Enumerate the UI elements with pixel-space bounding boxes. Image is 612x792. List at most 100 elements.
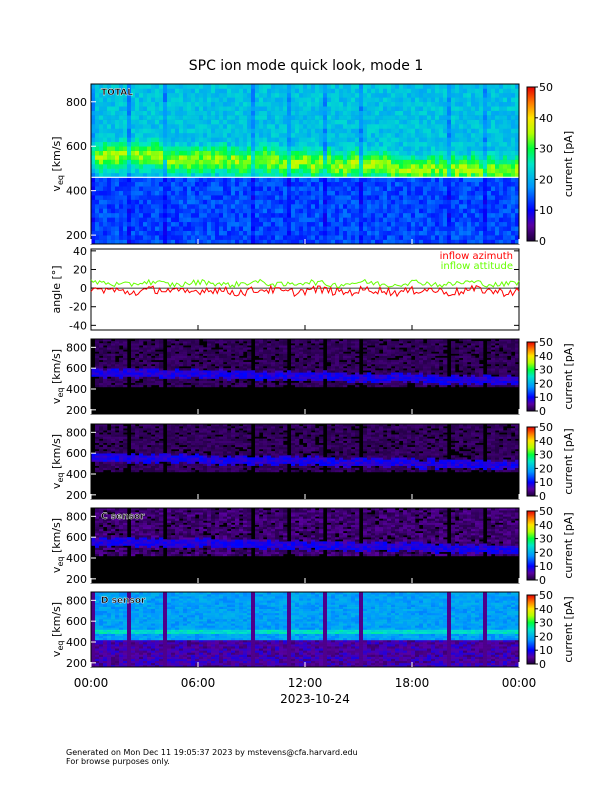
- heatmap-cell: [167, 159, 172, 165]
- heatmap-cell: [267, 357, 272, 361]
- heatmap-cell: [403, 199, 408, 205]
- heatmap-cell: [363, 204, 368, 209]
- heatmap-cell: [323, 235, 328, 240]
- heatmap-cell: [247, 128, 252, 134]
- heatmap-cell: [159, 235, 164, 240]
- heatmap-cell: [215, 208, 220, 214]
- heatmap-cell: [107, 172, 112, 178]
- heatmap-cell: [167, 208, 172, 214]
- heatmap-cell: [419, 124, 424, 129]
- heatmap-cell: [103, 150, 108, 156]
- heatmap-cell: [131, 195, 136, 200]
- heatmap-cell: [247, 150, 252, 156]
- heatmap-cell: [451, 128, 456, 134]
- heatmap-cell: [415, 212, 420, 218]
- heatmap-cell: [207, 106, 212, 111]
- heatmap-cell: [339, 141, 344, 147]
- heatmap-cell: [291, 217, 296, 223]
- heatmap-cell: [259, 101, 264, 107]
- heatmap-cell: [311, 132, 316, 138]
- heatmap-cell: [463, 97, 468, 103]
- heatmap-cell: [127, 150, 132, 156]
- heatmap-cell: [147, 368, 152, 371]
- heatmap-cell: [219, 195, 224, 200]
- heatmap-cell: [147, 378, 152, 381]
- heatmap-cell: [431, 164, 436, 169]
- heatmap-cell: [167, 204, 172, 209]
- heatmap-cell: [131, 168, 136, 174]
- heatmap-cell: [235, 357, 240, 361]
- heatmap-cell: [319, 97, 324, 103]
- heatmap-cell: [275, 351, 280, 354]
- heatmap-cell: [179, 339, 184, 342]
- heatmap-cell: [339, 177, 344, 183]
- heatmap-cell: [195, 239, 200, 245]
- heatmap-cell: [403, 146, 408, 151]
- heatmap-cell: [335, 235, 340, 240]
- heatmap-cell: [143, 361, 148, 365]
- heatmap-cell: [215, 190, 220, 196]
- heatmap-cell: [295, 128, 300, 134]
- heatmap-cell: [351, 195, 356, 200]
- heatmap-cell: [371, 172, 376, 178]
- heatmap-cell: [355, 146, 360, 151]
- heatmap-cell: [371, 141, 376, 147]
- heatmap-cell: [499, 146, 504, 151]
- heatmap-cell: [395, 128, 400, 134]
- heatmap-cell: [155, 376, 160, 379]
- heatmap-cell: [351, 124, 356, 129]
- heatmap-cell: [431, 212, 436, 218]
- heatmap-cell: [171, 345, 176, 348]
- heatmap-cell: [495, 217, 500, 223]
- heatmap-cell: [207, 382, 212, 386]
- heatmap-cell: [383, 146, 388, 151]
- heatmap-cell: [175, 88, 180, 94]
- heatmap-cell: [247, 208, 252, 214]
- heatmap-cell: [163, 124, 168, 129]
- heatmap-cell: [491, 177, 496, 183]
- heatmap-cell: [303, 132, 308, 138]
- heatmap-cell: [267, 168, 272, 174]
- heatmap-cell: [339, 199, 344, 205]
- heatmap-cell: [403, 101, 408, 107]
- heatmap-cell: [95, 230, 100, 236]
- heatmap-cell: [403, 235, 408, 240]
- heatmap-cell: [263, 235, 268, 240]
- heatmap-cell: [355, 128, 360, 134]
- heatmap-cell: [491, 115, 496, 120]
- heatmap-cell: [107, 239, 112, 245]
- heatmap-cell: [191, 382, 196, 386]
- heatmap-cell: [227, 382, 232, 386]
- heatmap-cell: [395, 150, 400, 156]
- heatmap-cell: [223, 141, 228, 147]
- heatmap-cell: [275, 341, 280, 344]
- heatmap-cell: [235, 92, 240, 98]
- heatmap-cell: [115, 378, 120, 381]
- heatmap-cell: [199, 376, 204, 379]
- heatmap-cell: [119, 378, 124, 381]
- heatmap-cell: [195, 374, 200, 377]
- heatmap-cell: [327, 172, 332, 178]
- heatmap-cell: [263, 199, 268, 205]
- heatmap-cell: [319, 212, 324, 218]
- heatmap-cell: [103, 101, 108, 107]
- heatmap-cell: [279, 186, 284, 191]
- heatmap-cell: [203, 370, 208, 373]
- heatmap-cell: [95, 177, 100, 183]
- heatmap-cell: [311, 168, 316, 174]
- heatmap-cell: [191, 186, 196, 191]
- heatmap-cell: [247, 235, 252, 240]
- heatmap-cell: [255, 347, 260, 350]
- heatmap-cell: [495, 164, 500, 169]
- heatmap-cell: [271, 92, 276, 98]
- heatmap-cell: [235, 110, 240, 116]
- heatmap-cell: [195, 119, 200, 125]
- heatmap-cell: [95, 181, 100, 187]
- heatmap-cell: [239, 382, 244, 386]
- heatmap-cell: [183, 101, 188, 107]
- heatmap-cell: [191, 159, 196, 165]
- heatmap-cell: [123, 235, 128, 240]
- heatmap-cell: [491, 124, 496, 129]
- heatmap-cell: [331, 155, 336, 160]
- heatmap-cell: [487, 92, 492, 98]
